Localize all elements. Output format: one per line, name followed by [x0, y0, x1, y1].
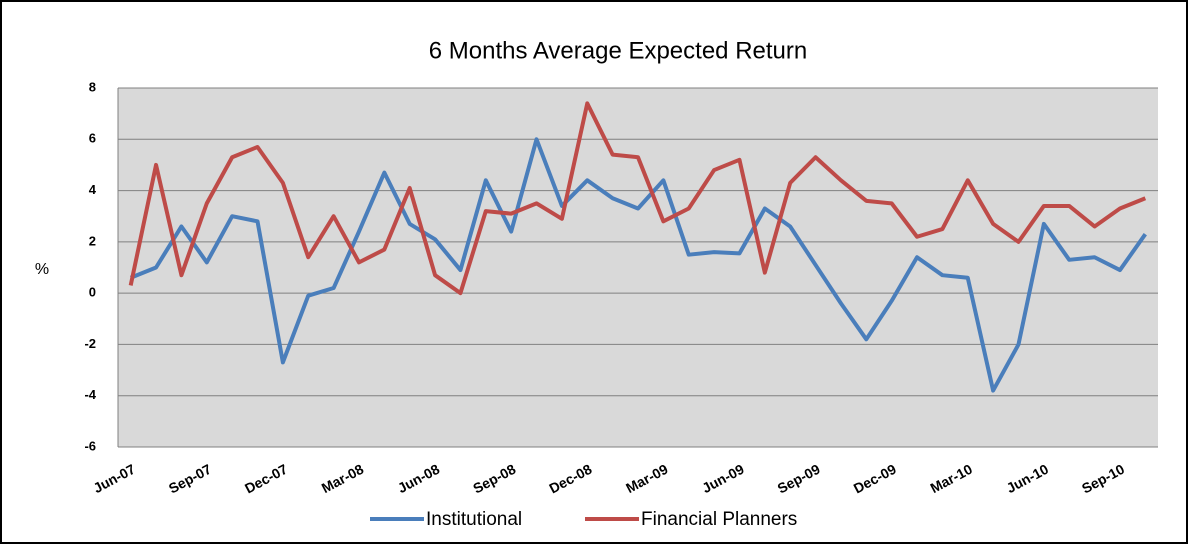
y-axis-label: %: [35, 261, 49, 278]
legend-label: Institutional: [426, 509, 522, 530]
y-tick-label: -2: [84, 336, 96, 351]
y-tick-label: 0: [89, 285, 96, 300]
series-line: [128, 101, 1147, 296]
series-line: [129, 137, 1147, 393]
y-tick-label: -4: [84, 387, 96, 402]
y-tick-label: -6: [84, 438, 96, 453]
y-tick-label: 4: [89, 182, 97, 197]
legend-label: Financial Planners: [641, 509, 797, 530]
y-tick-label: 6: [89, 131, 96, 146]
chart-title: 6 Months Average Expected Return: [429, 37, 807, 64]
plot-area: [118, 88, 1158, 447]
y-tick-label: 2: [89, 233, 96, 248]
y-tick-label: 8: [89, 79, 96, 94]
